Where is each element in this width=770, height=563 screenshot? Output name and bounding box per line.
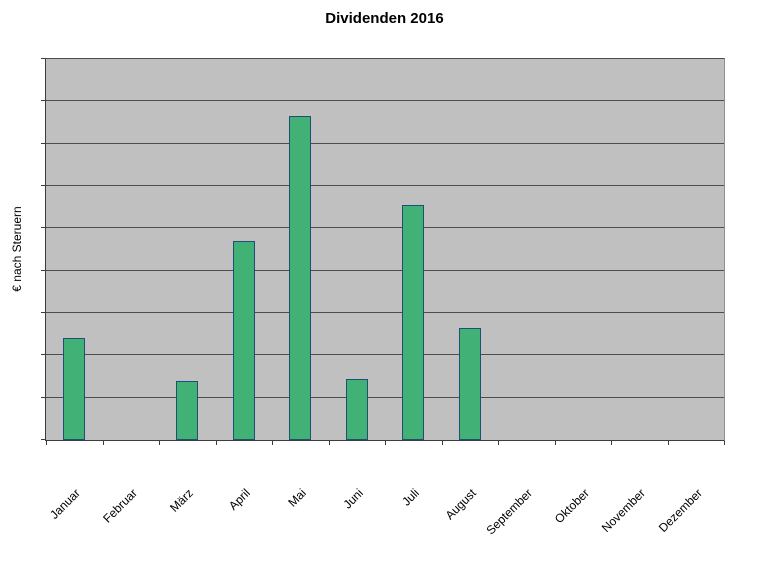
x-axis-tick (667, 441, 669, 445)
y-axis-tick (41, 185, 45, 186)
x-axis-label-august: August (442, 486, 479, 523)
bar-mai (289, 116, 312, 440)
x-axis-tick (159, 441, 160, 445)
x-axis-tick (385, 441, 386, 445)
x-axis-tick (328, 441, 330, 445)
x-axis-labels: Januar Februar März April Mai Juni Juli August S… (45, 486, 723, 556)
y-axis-tick (41, 227, 45, 229)
x-axis-label-januar: Januar (47, 486, 84, 522)
gridline (46, 185, 724, 186)
y-axis-tick (41, 142, 45, 144)
gridline (46, 354, 724, 356)
y-axis-tick (41, 58, 45, 59)
x-axis-tick (215, 441, 217, 445)
y-axis-tick (41, 439, 45, 440)
x-axis-tick (554, 441, 556, 445)
bar-juli (402, 205, 425, 440)
x-axis-tick (611, 441, 612, 445)
gridline (46, 100, 724, 102)
x-axis-tick (272, 441, 273, 445)
x-axis-label-mai: Mai (285, 486, 310, 510)
y-axis-tick (41, 269, 45, 271)
x-axis-label-november: November (599, 486, 649, 536)
x-axis-label-juli: Juli (399, 486, 423, 509)
x-axis-label-februar: Februar (100, 486, 140, 526)
y-axis-tick (41, 354, 45, 356)
x-axis-label-april: April (225, 486, 253, 513)
x-axis-label-marz: März (167, 486, 197, 515)
x-axis-label-september: September (483, 486, 536, 538)
bar-marz (176, 380, 199, 440)
chart-title: Dividenden 2016 (325, 10, 444, 27)
gridline (46, 142, 724, 144)
gridline (46, 312, 724, 313)
x-axis-tick (441, 441, 443, 445)
x-axis-tick (46, 441, 47, 445)
x-axis-tick (498, 441, 499, 445)
x-axis-label-oktober: Oktober (551, 486, 592, 527)
plot-area (41, 58, 725, 445)
gridline (46, 227, 724, 229)
bar-april (232, 241, 255, 440)
bar-januar (63, 338, 86, 440)
bar-august (458, 327, 481, 440)
y-axis-tick (41, 396, 45, 398)
y-axis-tick (41, 312, 45, 313)
x-axis-tick (102, 441, 104, 445)
x-axis-tick (724, 441, 725, 445)
gridline (46, 269, 724, 271)
x-axis-label-juni: Juni (340, 486, 366, 512)
y-axis-tick (41, 100, 45, 102)
bar-juni (345, 378, 368, 440)
y-axis-label: € nach Steruern (10, 206, 24, 292)
gridline (46, 396, 724, 398)
x-axis-label-dezember: Dezember (655, 486, 705, 536)
